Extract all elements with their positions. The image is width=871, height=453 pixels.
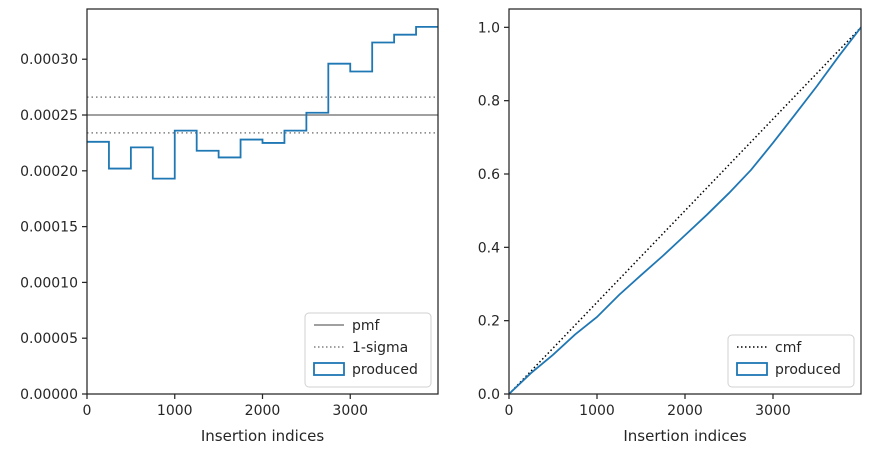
x-tick-label: 2000 bbox=[667, 403, 703, 419]
y-tick-label: 0.00000 bbox=[20, 387, 78, 403]
legend-label: produced bbox=[352, 362, 418, 378]
y-tick-label: 0.2 bbox=[478, 314, 500, 330]
x-axis-label: Insertion indices bbox=[623, 427, 746, 445]
y-tick-label: 0.00020 bbox=[20, 164, 78, 180]
legend-box bbox=[304, 312, 432, 388]
x-axis-label: Insertion indices bbox=[201, 427, 324, 445]
legend-label: cmf bbox=[775, 340, 802, 356]
produced-series bbox=[87, 25, 438, 180]
legend: pmf 1-sigma produced bbox=[304, 312, 432, 388]
legend-label: pmf bbox=[352, 318, 381, 334]
x-tick-label: 2000 bbox=[245, 403, 281, 419]
x-tick-label: 1000 bbox=[579, 403, 615, 419]
plot-area bbox=[87, 25, 438, 180]
legend-label: 1-sigma bbox=[352, 340, 408, 356]
x-tick-label: 0 bbox=[83, 403, 92, 419]
legend-swatch-produced bbox=[313, 362, 345, 376]
y-tick-label: 0.00025 bbox=[20, 108, 78, 124]
cmf-series bbox=[509, 26, 861, 394]
y-tick-label: 0.0 bbox=[478, 387, 500, 403]
plot-area bbox=[509, 26, 861, 394]
x-tick-label: 1000 bbox=[157, 403, 193, 419]
x-tick-label: 0 bbox=[505, 403, 514, 419]
y-tick-label: 0.6 bbox=[478, 167, 500, 183]
x-tick-label: 3000 bbox=[332, 403, 368, 419]
legend-swatch-produced bbox=[736, 362, 768, 376]
y-tick-label: 0.4 bbox=[478, 240, 500, 256]
y-tick-label: 1.0 bbox=[478, 20, 500, 36]
y-tick-label: 0.00010 bbox=[20, 275, 78, 291]
y-tick-label: 0.00015 bbox=[20, 220, 78, 236]
x-tick-label: 3000 bbox=[755, 403, 791, 419]
legend: cmf produced bbox=[727, 334, 855, 388]
produced-series bbox=[509, 26, 861, 394]
pmf-panel: 0 1000 2000 3000 0.00000 0.00005 0.00010 0.0001… bbox=[20, 8, 439, 445]
y-tick-label: 0.00030 bbox=[20, 52, 78, 68]
cmf-panel: 0 1000 2000 3000 0.0 0.2 0.4 0.6 0.8 1.0 Insertion… bbox=[478, 8, 862, 445]
y-tick-label: 0.8 bbox=[478, 94, 500, 110]
legend-label: produced bbox=[775, 362, 841, 378]
y-tick-label: 0.00005 bbox=[20, 331, 78, 347]
legend-box bbox=[727, 334, 855, 388]
